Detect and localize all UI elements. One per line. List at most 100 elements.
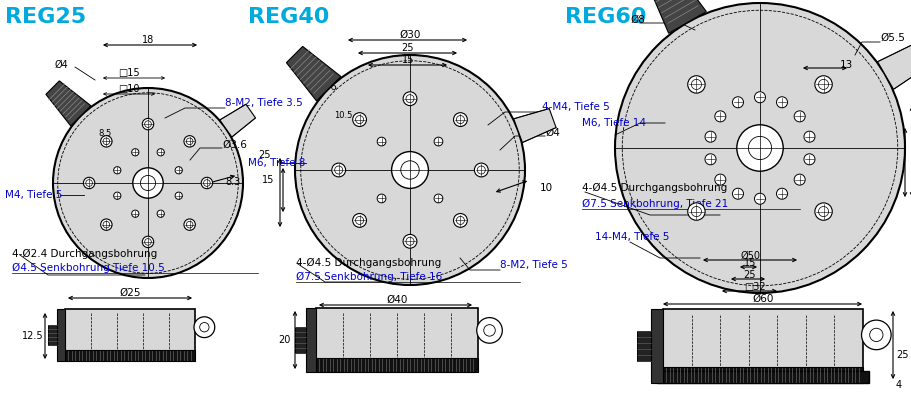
Bar [662,309,862,383]
Circle shape [142,118,154,130]
Text: Ø3.6: Ø3.6 [221,140,247,150]
Bar [656,371,868,383]
Bar [57,309,65,361]
Circle shape [184,219,195,230]
Circle shape [157,210,164,217]
Text: 10: 10 [539,183,552,193]
Polygon shape [513,109,556,143]
Text: Ø30: Ø30 [399,30,420,40]
Text: 20: 20 [278,335,290,345]
Text: Ø7.5 Senkbohrung, Tiefe 16: Ø7.5 Senkbohrung, Tiefe 16 [296,272,442,282]
Circle shape [453,113,466,126]
Text: 10.5: 10.5 [333,111,352,120]
Circle shape [775,188,787,199]
Circle shape [175,167,182,174]
Bar [294,327,306,353]
Circle shape [614,3,904,293]
Text: 4-Ø4.5 Durchgangsbohrung: 4-Ø4.5 Durchgangsbohrung [581,183,726,193]
Circle shape [403,92,416,105]
Polygon shape [876,41,911,89]
Text: Ø60: Ø60 [752,294,773,304]
Circle shape [194,317,214,338]
Circle shape [353,113,366,126]
Text: Ø6: Ø6 [322,82,336,92]
Bar [65,350,195,361]
Circle shape [201,177,212,189]
Bar [306,308,315,372]
Circle shape [687,203,704,220]
Circle shape [814,203,832,220]
Text: Ø40: Ø40 [386,295,407,305]
Circle shape [175,192,182,199]
Text: 8-M2, Tiefe 3.5: 8-M2, Tiefe 3.5 [225,98,302,108]
Text: 4: 4 [895,380,901,390]
Text: 4-M4, Tiefe 5: 4-M4, Tiefe 5 [541,102,609,112]
Circle shape [753,92,764,103]
Text: M6, Tiefe 14: M6, Tiefe 14 [581,118,645,128]
Circle shape [100,219,112,230]
Text: 4-Ø4.5 Durchgangsbohrung: 4-Ø4.5 Durchgangsbohrung [296,258,441,268]
Circle shape [114,167,121,174]
Circle shape [687,76,704,93]
Text: 8.5: 8.5 [97,128,111,137]
Circle shape [131,149,138,156]
Circle shape [294,55,525,285]
Text: Ø7.5 Senkbohrung, Tiefe 21: Ø7.5 Senkbohrung, Tiefe 21 [581,199,728,209]
Text: Ø4.5 Senkbohrung Tiefe 10.5: Ø4.5 Senkbohrung Tiefe 10.5 [12,263,165,273]
Text: □15: □15 [118,68,139,78]
Circle shape [434,137,443,146]
Text: 18: 18 [142,35,154,45]
Bar [315,308,477,372]
Text: 15.5: 15.5 [670,5,692,15]
Circle shape [353,214,366,227]
Text: 25: 25 [402,43,414,53]
Circle shape [184,135,195,147]
Bar [636,331,650,361]
Circle shape [714,174,725,185]
Bar [48,325,57,345]
Circle shape [736,125,783,171]
Bar [650,309,662,383]
Text: 25: 25 [909,157,911,167]
Text: 15: 15 [743,258,755,268]
Circle shape [100,135,112,147]
Text: 15: 15 [261,175,273,185]
Circle shape [403,234,416,248]
Circle shape [793,111,804,122]
Text: □10: □10 [118,84,139,94]
Bar [315,358,477,372]
Circle shape [732,188,742,199]
Circle shape [476,318,502,343]
Circle shape [704,131,715,142]
Text: 4-Ø2.4 Durchgangsbohrung: 4-Ø2.4 Durchgangsbohrung [12,249,157,259]
Circle shape [753,193,764,204]
Text: 13: 13 [839,60,853,70]
Circle shape [453,214,466,227]
Text: M4, Tiefe 5: M4, Tiefe 5 [5,190,62,200]
Bar [662,367,862,383]
Circle shape [814,76,832,93]
Text: REG40: REG40 [248,7,329,27]
Circle shape [142,236,154,248]
Text: Ø4: Ø4 [545,128,559,138]
Polygon shape [220,104,255,137]
Text: 14-M4, Tiefe 5: 14-M4, Tiefe 5 [594,232,669,242]
Circle shape [714,111,725,122]
Text: 25: 25 [743,270,755,280]
Circle shape [53,88,242,278]
Text: 25: 25 [895,350,907,360]
Circle shape [377,137,385,146]
Polygon shape [46,81,91,126]
Text: □32: □32 [743,282,765,292]
Circle shape [793,174,804,185]
Text: 12.5: 12.5 [22,331,44,341]
Text: 25: 25 [258,150,271,160]
Text: REG60: REG60 [565,7,646,27]
Circle shape [434,194,443,203]
Circle shape [704,154,715,165]
Text: 8.3: 8.3 [225,177,240,187]
Circle shape [804,131,814,142]
Circle shape [391,152,428,188]
Bar [65,309,195,361]
Circle shape [474,163,487,177]
